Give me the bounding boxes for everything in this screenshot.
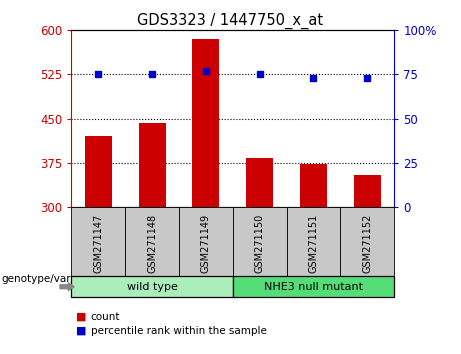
Text: GSM271152: GSM271152 xyxy=(362,213,372,273)
Bar xyxy=(354,175,381,207)
Text: NHE3 null mutant: NHE3 null mutant xyxy=(264,282,363,292)
Text: wild type: wild type xyxy=(127,282,177,292)
Text: GDS3323 / 1447750_x_at: GDS3323 / 1447750_x_at xyxy=(137,12,324,29)
Text: ■: ■ xyxy=(76,312,87,322)
Bar xyxy=(139,123,165,207)
Bar xyxy=(85,136,112,207)
Text: GSM271147: GSM271147 xyxy=(93,213,103,273)
Bar xyxy=(246,158,273,207)
Text: genotype/variation: genotype/variation xyxy=(1,274,100,284)
Text: GSM271148: GSM271148 xyxy=(147,213,157,273)
Bar xyxy=(193,39,219,207)
Text: ■: ■ xyxy=(76,326,87,336)
Text: percentile rank within the sample: percentile rank within the sample xyxy=(91,326,267,336)
Text: GSM271150: GSM271150 xyxy=(254,213,265,273)
Bar xyxy=(300,164,327,207)
Text: GSM271151: GSM271151 xyxy=(308,213,319,273)
Text: count: count xyxy=(91,312,120,322)
Text: GSM271149: GSM271149 xyxy=(201,213,211,273)
